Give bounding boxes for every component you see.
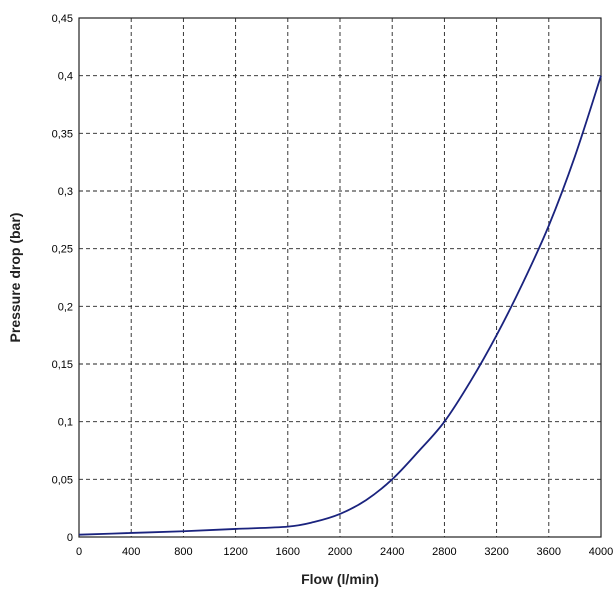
x-tick-label: 2800 [432,546,456,558]
y-tick-label: 0 [67,532,73,544]
grid [79,18,601,537]
y-axis-title: Pressure drop (bar) [7,213,23,343]
x-tick-label: 800 [174,546,192,558]
x-tick-label: 3200 [484,546,508,558]
y-tick-label: 0,45 [52,13,73,25]
y-tick-label: 0,25 [52,244,73,256]
y-tick-label: 0,05 [52,474,73,486]
y-tick-label: 0,3 [58,186,73,198]
x-tick-label: 400 [122,546,140,558]
x-tick-label: 3600 [537,546,561,558]
x-tick-label: 4000 [589,546,613,558]
x-tick-label: 1200 [223,546,247,558]
x-tick-labels: 0 400 800 1200 1600 2000 2400 2800 3200 3600 4000 [76,546,613,558]
y-tick-label: 0,1 [58,417,73,429]
y-tick-label: 0,2 [58,301,73,313]
y-tick-label: 0,4 [58,71,73,83]
series-line [78,75,602,536]
y-tick-label: 0,35 [52,128,73,140]
y-tick-labels: 0 0,05 0,1 0,15 0,2 0,25 0,3 0,35 0,4 0,45 [52,13,73,544]
x-axis-title: Flow (l/min) [301,571,379,587]
x-tick-label: 2000 [328,546,352,558]
plot-frame [78,17,602,538]
x-tick-label: 2400 [380,546,404,558]
y-tick-label: 0,15 [52,359,73,371]
x-tick-label: 1600 [276,546,300,558]
x-tick-label: 0 [76,546,82,558]
